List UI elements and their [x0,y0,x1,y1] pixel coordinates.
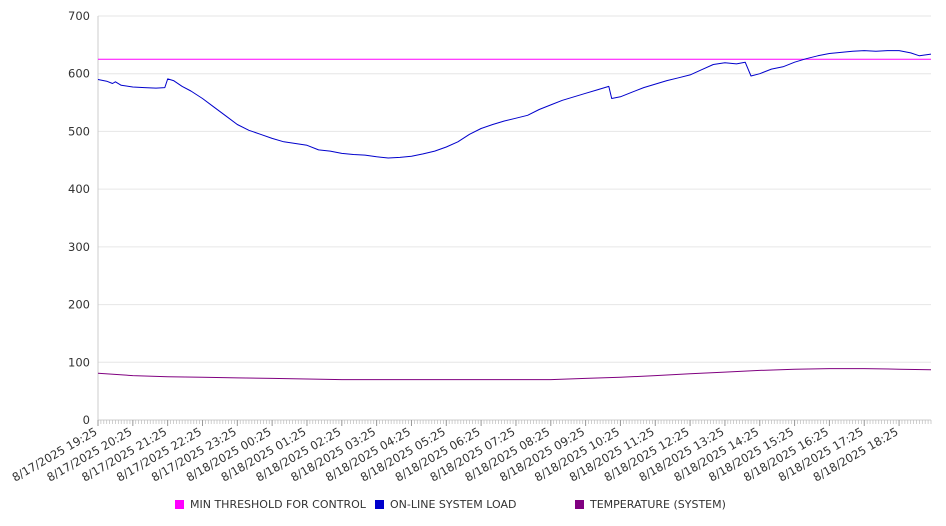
series-line-on-line-system-load [97,50,932,159]
legend-swatch [175,500,184,509]
legend: MIN THRESHOLD FOR CONTROL ON-LINE SYSTEM … [0,498,946,516]
y-tick-label-600: 600 [68,67,90,81]
y-tick-label-0: 0 [83,413,90,427]
y-tick-labels: 0 100 200 300 400 500 600 700 [68,9,90,427]
y-tick-label-200: 200 [68,298,90,312]
y-tick-label-500: 500 [68,124,90,138]
series-lines [97,50,932,381]
grid-lines [98,15,931,363]
y-tick-label-100: 100 [68,355,90,369]
y-tick-label-300: 300 [68,240,90,254]
series-line-temperature-system [97,368,932,381]
x-tick-labels: 8/17/2025 19:258/17/2025 20:258/17/2025 … [10,424,901,484]
y-tick-label-700: 700 [68,9,90,23]
legend-item-1[interactable]: MIN THRESHOLD FOR CONTROL [175,498,366,511]
legend-item-3[interactable]: TEMPERATURE (SYSTEM) [575,498,726,511]
axes [97,16,932,426]
legend-swatch [375,500,384,509]
legend-label: ON-LINE SYSTEM LOAD [390,498,517,511]
legend-label: MIN THRESHOLD FOR CONTROL [190,498,366,511]
legend-swatch [575,500,584,509]
y-tick-label-400: 400 [68,182,90,196]
legend-item-2[interactable]: ON-LINE SYSTEM LOAD [375,498,516,511]
legend-label: TEMPERATURE (SYSTEM) [590,498,726,511]
